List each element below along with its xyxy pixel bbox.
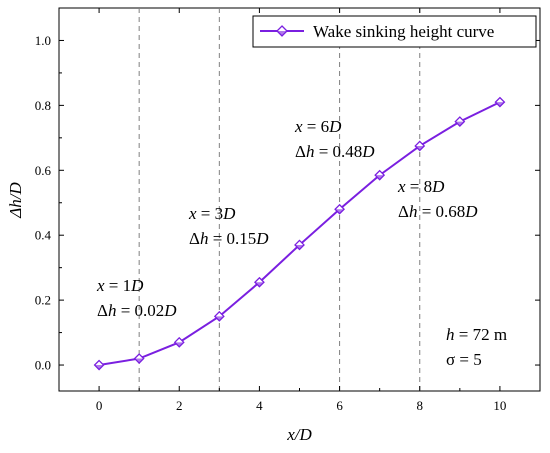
annotation-text: x = 6D [294, 117, 342, 136]
y-axis-ticks: 0.0 0.2 0.4 0.6 0.8 1.0 [35, 33, 540, 373]
data-point [454, 116, 466, 128]
annotation-text: Δh = 0.15D [189, 229, 269, 248]
reference-lines [138, 8, 421, 391]
data-point [334, 203, 346, 215]
data-point [213, 310, 225, 322]
x-tick-label: 8 [417, 398, 424, 413]
y-tick-label: 0.2 [35, 293, 51, 308]
y-tick-label: 0.6 [35, 163, 52, 178]
x-tick-label: 4 [256, 398, 263, 413]
annotation-text: σ = 5 [446, 350, 482, 369]
annotation-text: h = 72 m [446, 325, 507, 344]
data-point [374, 169, 386, 181]
legend-marker [276, 25, 288, 37]
x-tick-label: 0 [96, 398, 103, 413]
legend-label: Wake sinking height curve [313, 22, 494, 41]
y-tick-label: 0.8 [35, 98, 51, 113]
data-point [494, 96, 506, 108]
annotation-text: Δh = 0.68D [398, 202, 478, 221]
y-tick-label: 0.0 [35, 358, 51, 373]
x-tick-label: 6 [336, 398, 343, 413]
data-point [93, 359, 105, 371]
annotation-text: x = 3D [188, 204, 236, 223]
annotations: x = 1D Δh = 0.02D x = 3D Δh = 0.15D x = 6D Δh… [96, 117, 507, 369]
annotation-text: x = 1D [96, 276, 144, 295]
y-axis-label: Δh/D [6, 182, 25, 219]
data-point [414, 140, 426, 152]
x-tick-label: 2 [176, 398, 183, 413]
data-point [294, 239, 305, 251]
annotation-text: Δh = 0.02D [97, 301, 177, 320]
y-tick-label: 1.0 [35, 33, 51, 48]
annotation-text: x = 8D [397, 177, 445, 196]
data-point [253, 276, 265, 288]
annotation-text: Δh = 0.48D [295, 142, 375, 161]
x-tick-label: 10 [493, 398, 506, 413]
x-axis-label: x/D [286, 425, 312, 444]
y-tick-label: 0.4 [35, 228, 52, 243]
legend: Wake sinking height curve [252, 15, 537, 48]
data-point [133, 353, 145, 364]
data-point [173, 336, 185, 348]
series-layer [93, 96, 506, 371]
x-axis-ticks: 0 2 4 6 8 10 [96, 8, 506, 413]
